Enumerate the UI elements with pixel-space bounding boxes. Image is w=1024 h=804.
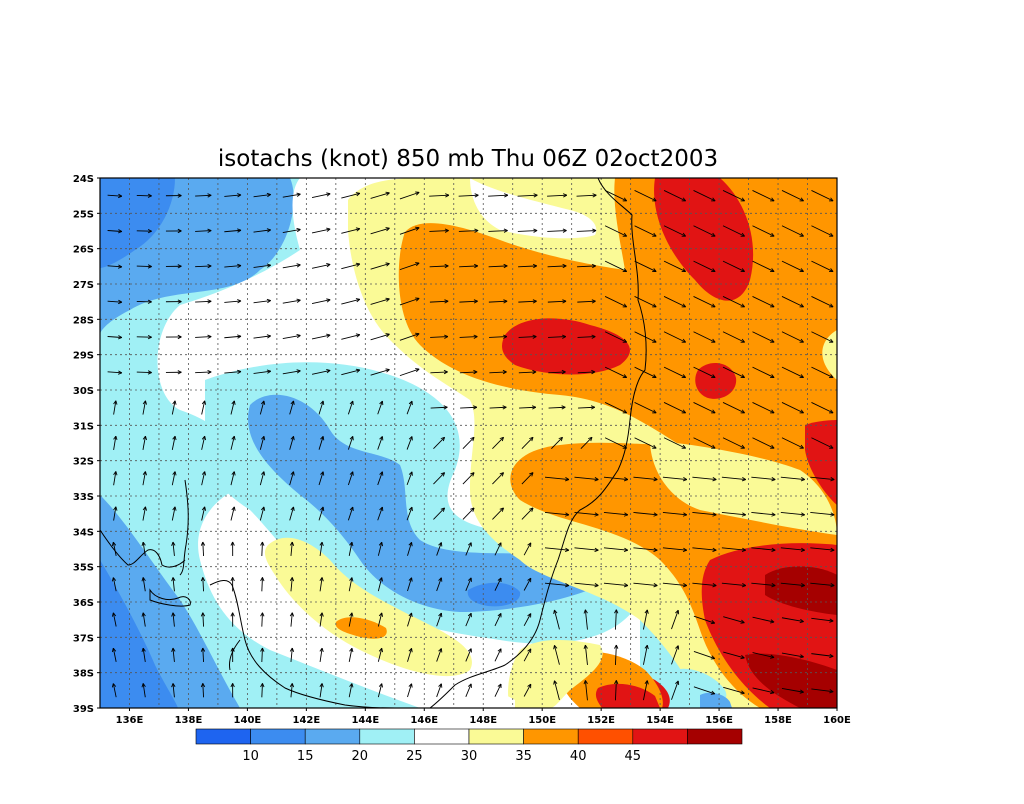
colorbar-label: 45: [625, 749, 642, 764]
colorbar-swatch: [578, 729, 633, 744]
longitude-tick-label: 136E: [116, 715, 144, 726]
colorbar-swatch: [524, 729, 579, 744]
latitude-tick-label: 31S: [73, 421, 94, 432]
colorbar-label: 15: [297, 749, 314, 764]
longitude-tick-label: 156E: [705, 715, 733, 726]
longitude-tick-label: 158E: [764, 715, 792, 726]
latitude-tick-label: 29S: [73, 351, 94, 362]
latitude-tick-label: 28S: [73, 315, 94, 326]
longitude-tick-label: 140E: [234, 715, 262, 726]
latitude-tick-label: 36S: [73, 598, 94, 609]
longitude-tick-label: 160E: [823, 715, 851, 726]
longitude-tick-label: 154E: [646, 715, 674, 726]
latitude-tick-label: 26S: [73, 245, 94, 256]
latitude-labels: 24S 25S 26S 27S 28S 29S 30S 31S 32S 33S 34S 35S 36S 3…: [73, 174, 100, 715]
longitude-tick-label: 152E: [587, 715, 615, 726]
longitude-tick-label: 148E: [469, 715, 497, 726]
latitude-tick-label: 24S: [73, 174, 94, 185]
colorbar: [196, 729, 742, 744]
latitude-tick-label: 32S: [73, 457, 94, 468]
colorbar-swatch: [469, 729, 524, 744]
colorbar-label: 10: [242, 749, 259, 764]
latitude-tick-label: 37S: [73, 633, 94, 644]
colorbar-swatch: [687, 729, 742, 744]
latitude-tick-label: 27S: [73, 280, 94, 291]
latitude-tick-label: 39S: [73, 704, 94, 715]
longitude-tick-label: 142E: [293, 715, 321, 726]
colorbar-labels: 10 15 20 25 30 35 40 45: [242, 749, 641, 764]
colorbar-swatch: [251, 729, 306, 744]
longitude-labels: 136E 138E 140E 142E 144E 146E 148E 150E 152E 154E…: [116, 708, 851, 726]
map-title: isotachs (knot) 850 mb Thu 06Z 02oct2003: [218, 146, 718, 172]
colorbar-swatch: [414, 729, 469, 744]
colorbar-swatch: [360, 729, 415, 744]
colorbar-swatch: [305, 729, 360, 744]
colorbar-label: 35: [515, 749, 532, 764]
colorbar-label: 25: [406, 749, 423, 764]
colorbar-label: 40: [570, 749, 587, 764]
latitude-tick-label: 35S: [73, 563, 94, 574]
colorbar-label: 30: [461, 749, 478, 764]
colorbar-label: 20: [352, 749, 369, 764]
longitude-tick-label: 150E: [528, 715, 556, 726]
map-area: [100, 178, 837, 708]
longitude-tick-label: 146E: [410, 715, 438, 726]
latitude-tick-label: 38S: [73, 669, 94, 680]
colorbar-swatch: [196, 729, 251, 744]
longitude-tick-label: 138E: [175, 715, 203, 726]
latitude-tick-label: 25S: [73, 209, 94, 220]
longitude-tick-label: 144E: [351, 715, 379, 726]
latitude-tick-label: 30S: [73, 386, 94, 397]
latitude-tick-label: 33S: [73, 492, 94, 503]
latitude-tick-label: 34S: [73, 527, 94, 538]
colorbar-swatch: [633, 729, 688, 744]
